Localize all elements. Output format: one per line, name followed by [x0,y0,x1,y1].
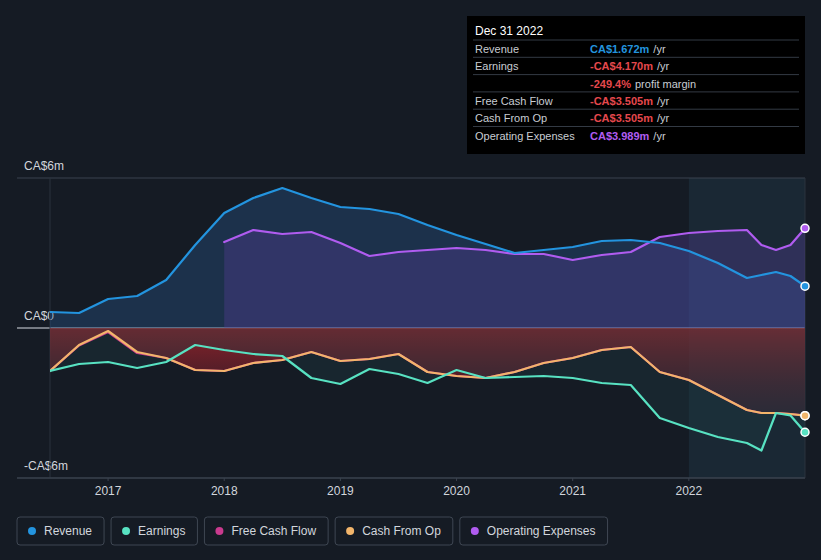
legend-item: Operating Expenses [460,517,608,545]
tooltip: Dec 31 2022 Revenue CA$1.672m/yr Earnings -C… [467,16,805,154]
legend-item: Earnings [111,517,197,545]
end-marker [801,412,809,420]
legend-label: Operating Expenses [487,524,596,538]
tooltip-label: Free Cash Flow [475,95,553,107]
tooltip-suffix: /yr [657,60,670,72]
legend-swatch [471,527,479,535]
line [224,228,805,260]
x-tick-label: 2022 [675,484,702,498]
y-tick-label: -CA$6m [24,459,68,473]
tooltip-suffix: /yr [657,95,670,107]
line [50,188,805,313]
legend-label: Free Cash Flow [231,524,316,538]
x-tick [688,478,689,481]
tooltip-label: Operating Expenses [475,130,575,142]
tooltip-value: -CA$3.505m [590,112,653,124]
legend-swatch [122,527,130,535]
line [50,331,805,416]
x-tick-label: 2020 [443,484,470,498]
end-marker [801,428,809,436]
tooltip-separator [473,74,799,75]
tooltip-label: Cash From Op [475,112,547,124]
x-tick-label: 2018 [211,484,238,498]
tooltip-label: Earnings [475,60,519,72]
tooltip-value: -CA$3.505m [590,95,653,107]
x-tick-label: 2021 [559,484,586,498]
tooltip-value: CA$3.989m [590,130,650,142]
legend-label: Cash From Op [362,524,441,538]
tooltip-value: CA$1.672m [590,43,650,55]
x-tick [340,478,341,481]
area [50,188,805,328]
grid-line [17,478,805,479]
x-tick [108,478,109,481]
frame [17,478,805,479]
tooltip-suffix: /yr [657,112,670,124]
area [224,228,805,328]
tooltip-separator [473,126,799,127]
tooltip-title: Dec 31 2022 [475,24,543,38]
x-tick-label: 2017 [95,484,122,498]
chart: -CA$6mCA$0CA$6m201720182019202020212022D… [0,0,821,560]
tooltip-suffix: /yr [653,43,666,55]
tooltip-box [467,16,805,154]
legend-item: Free Cash Flow [204,517,328,545]
legend-box [204,517,328,545]
legend-label: Revenue [44,524,92,538]
legend-item: Revenue [17,517,104,545]
line [50,332,805,416]
x-tick [224,478,225,481]
legend-item: Cash From Op [335,517,453,545]
x-tick [456,478,457,481]
tooltip-suffix: profit margin [635,78,696,90]
plot-marks [50,188,805,451]
end-marker [801,282,809,290]
tooltip-value: -249.4% [590,78,631,90]
legend-swatch [215,527,223,535]
tooltip-value: -CA$4.170m [590,60,653,72]
end-marker [801,412,809,420]
tooltip-separator [473,109,799,110]
area [50,328,805,451]
tooltip-separator [473,57,799,58]
legend-box [460,517,608,545]
grid-line [17,178,805,179]
x-tick-label: 2019 [327,484,354,498]
end-marker [801,224,809,232]
x-tick [572,478,573,481]
tooltip-separator [473,91,799,92]
legend-box [335,517,453,545]
tooltip-suffix: /yr [653,130,666,142]
line [50,345,805,451]
tooltip-label: Revenue [475,43,519,55]
legend-swatch [346,527,354,535]
legend-box [17,517,104,545]
legend-box [111,517,197,545]
legend-label: Earnings [138,524,185,538]
tooltip-separator [473,40,799,41]
legend-swatch [28,527,36,535]
y-tick-label: CA$6m [24,159,64,173]
